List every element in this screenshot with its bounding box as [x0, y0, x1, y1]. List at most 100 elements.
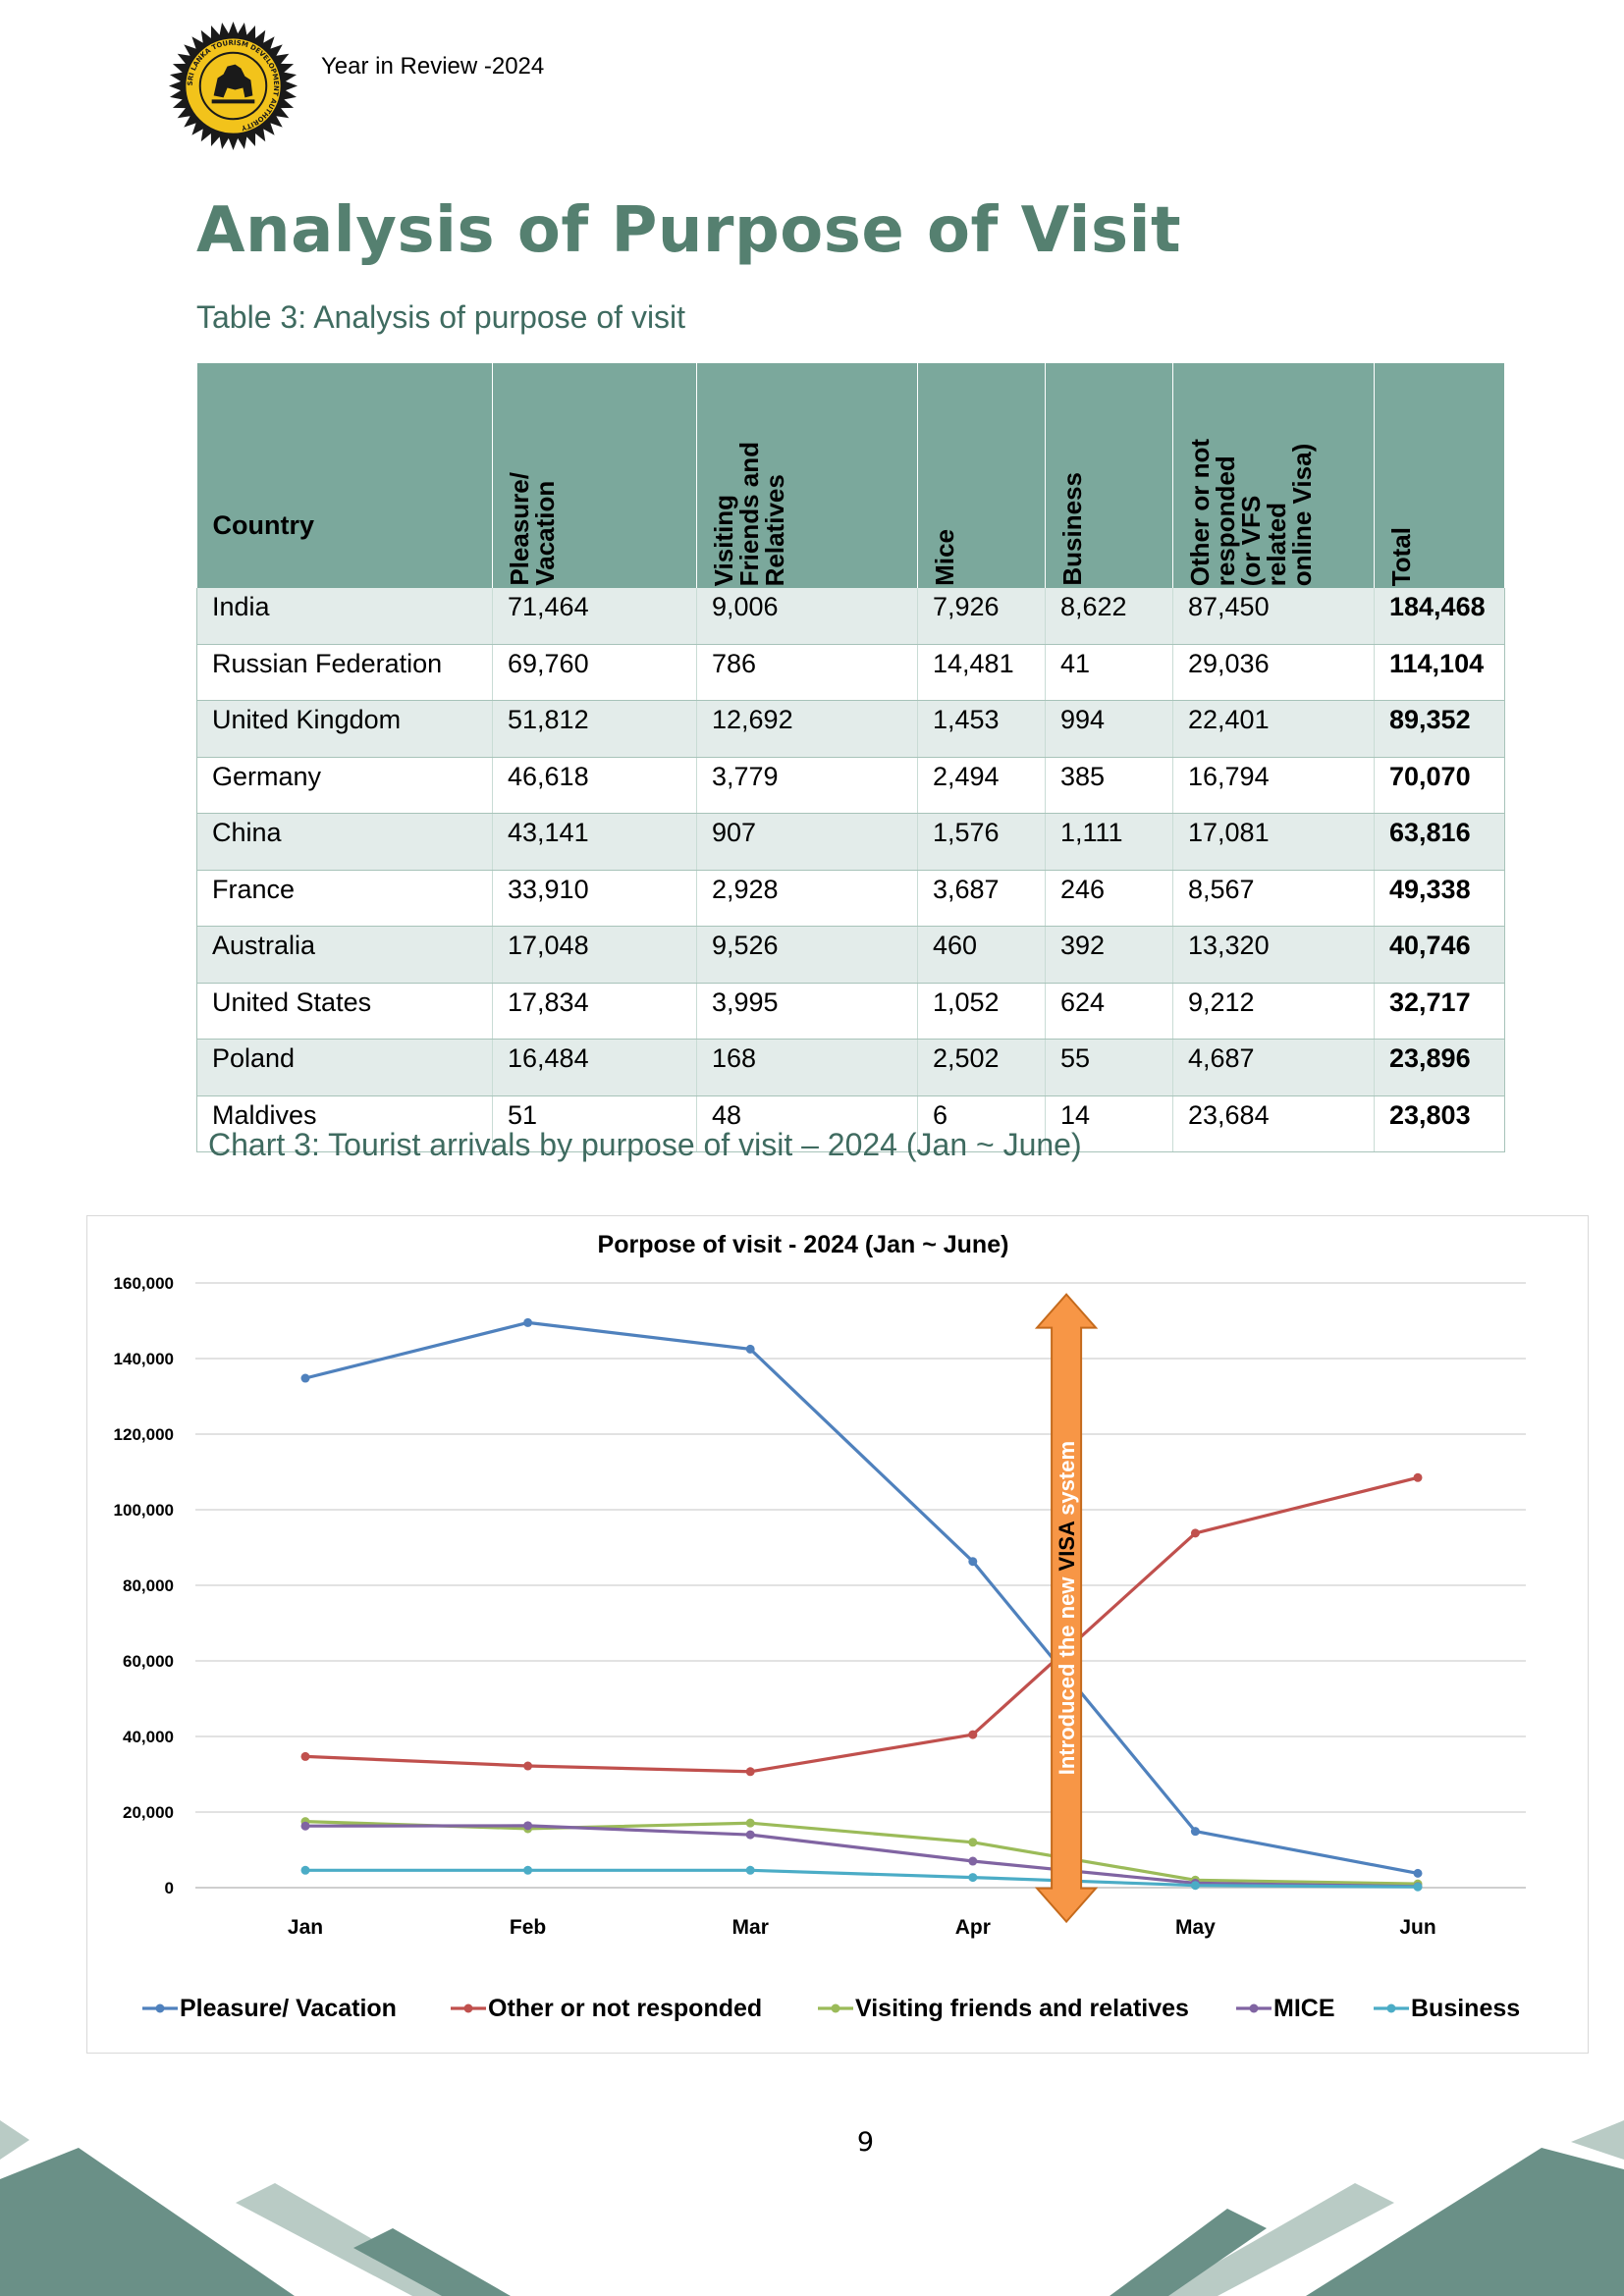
column-header-label: Pleasure/ Vacation: [505, 472, 560, 586]
value-cell: 40,746: [1374, 926, 1505, 984]
y-tick-label: 140,000: [114, 1350, 174, 1368]
column-header-label: Visiting Friends and Relatives: [709, 441, 789, 586]
page-header: SRI LANKA TOURISM DEVELOPMENT AUTHORITY …: [167, 20, 544, 152]
value-cell: 2,928: [696, 870, 918, 927]
table-row: India 71,464 9,006 7,926 8,622 87,450 184,468: [196, 588, 1505, 645]
data-point: [523, 1317, 533, 1327]
legend-label: Business: [1411, 1995, 1520, 2022]
value-cell: 48: [696, 1095, 918, 1152]
value-cell: 51,812: [492, 700, 697, 758]
value-cell: 43,141: [492, 813, 697, 871]
y-tick-label: 60,000: [123, 1652, 174, 1671]
country-cell: France: [196, 870, 493, 927]
value-cell: 17,048: [492, 926, 697, 984]
series-line: [304, 1320, 1419, 1875]
table-row: Australia 17,048 9,526 460 392 13,320 40,746: [196, 926, 1505, 984]
column-header-label: Total: [1386, 526, 1416, 586]
y-tick-label: 40,000: [123, 1728, 174, 1746]
value-cell: 8,622: [1045, 588, 1173, 645]
data-point: [523, 1761, 533, 1771]
column-header-vfr: Visiting Friends and Relatives: [696, 363, 918, 588]
value-cell: 3,995: [696, 983, 918, 1040]
value-cell: 392: [1045, 926, 1173, 984]
data-point: [1190, 1881, 1200, 1891]
column-header-business: Business: [1045, 363, 1173, 588]
annotation-text: Introduced the new VISA system: [1055, 1441, 1079, 1775]
value-cell: 9,212: [1172, 983, 1375, 1040]
country-cell: United Kingdom: [196, 700, 493, 758]
page-number: 9: [856, 2127, 875, 2158]
y-tick-label: 120,000: [114, 1425, 174, 1444]
data-point: [300, 1821, 310, 1831]
data-point: [745, 1818, 755, 1828]
value-cell: 13,320: [1172, 926, 1375, 984]
table-caption: Table 3: Analysis of purpose of visit: [196, 299, 686, 335]
series-line: [305, 1868, 1419, 1889]
data-point: [300, 1865, 310, 1875]
data-point: [745, 1344, 755, 1354]
legend-marker-point: [1386, 2003, 1396, 2013]
value-cell: 46,618: [492, 757, 697, 814]
y-tick-label: 160,000: [114, 1274, 174, 1293]
data-point: [1413, 1472, 1423, 1482]
line-chart: Porpose of visit - 2024 (Jan ~ June) 0 20,…: [114, 1231, 1526, 2022]
value-cell: 2,502: [917, 1039, 1046, 1096]
country-cell: Poland: [196, 1039, 493, 1096]
value-cell: 7,926: [917, 588, 1046, 645]
table-body: India 71,464 9,006 7,926 8,622 87,450 184,468 R…: [196, 588, 1505, 1152]
column-header-label: Other or not responded (or VFS related o…: [1185, 438, 1317, 586]
data-point: [300, 1751, 310, 1761]
legend-label: Pleasure/ Vacation: [180, 1995, 397, 2022]
country-cell: Australia: [196, 926, 493, 984]
value-cell: 786: [696, 644, 918, 701]
value-cell: 907: [696, 813, 918, 871]
value-cell: 1,576: [917, 813, 1046, 871]
data-point: [1413, 1882, 1423, 1892]
value-cell: 23,684: [1172, 1095, 1375, 1152]
country-cell: China: [196, 813, 493, 871]
value-cell: 23,803: [1374, 1095, 1505, 1152]
value-cell: 3,779: [696, 757, 918, 814]
x-tick-label: Feb: [510, 1916, 546, 1939]
value-cell: 51: [492, 1095, 697, 1152]
annotation-arrow: [1034, 1293, 1099, 1924]
country-cell: Germany: [196, 757, 493, 814]
value-cell: 994: [1045, 700, 1173, 758]
value-cell: 55: [1045, 1039, 1173, 1096]
value-cell: 69,760: [492, 644, 697, 701]
data-point: [300, 1373, 310, 1383]
value-cell: 41: [1045, 644, 1173, 701]
legend-marker-point: [463, 2003, 473, 2013]
column-header-country: Country: [196, 363, 493, 588]
value-cell: 29,036: [1172, 644, 1375, 701]
value-cell: 16,794: [1172, 757, 1375, 814]
table-row: United States 17,834 3,995 1,052 624 9,212 32,…: [196, 983, 1505, 1040]
x-tick-label: Apr: [955, 1916, 991, 1939]
legend-marker-point: [155, 2003, 165, 2013]
country-cell: India: [196, 588, 493, 645]
value-cell: 4,687: [1172, 1039, 1375, 1096]
value-cell: 71,464: [492, 588, 697, 645]
data-point: [1413, 1868, 1423, 1878]
data-point: [968, 1557, 978, 1567]
footer-decoration: [0, 2120, 1624, 2296]
value-cell: 2,494: [917, 757, 1046, 814]
table-row: United Kingdom 51,812 12,692 1,453 994 22,401…: [196, 700, 1505, 758]
value-cell: 70,070: [1374, 757, 1505, 814]
table-header-row: Country Pleasure/ Vacation Visiting Frie…: [196, 363, 1505, 588]
legend-label: Visiting friends and relatives: [855, 1995, 1189, 2022]
data-point: [1190, 1528, 1200, 1538]
column-header-total: Total: [1374, 363, 1505, 588]
value-cell: 8,567: [1172, 870, 1375, 927]
value-cell: 33,910: [492, 870, 697, 927]
table-row: France 33,910 2,928 3,687 246 8,567 49,338: [196, 870, 1505, 927]
legend-label: Other or not responded: [488, 1995, 762, 2022]
column-header-label: Business: [1057, 472, 1087, 586]
value-cell: 14,481: [917, 644, 1046, 701]
data-point: [1190, 1827, 1200, 1837]
chart-title: Porpose of visit - 2024 (Jan ~ June): [598, 1231, 1009, 1258]
value-cell: 6: [917, 1095, 1046, 1152]
value-cell: 1,453: [917, 700, 1046, 758]
value-cell: 16,484: [492, 1039, 697, 1096]
value-cell: 23,896: [1374, 1039, 1505, 1096]
